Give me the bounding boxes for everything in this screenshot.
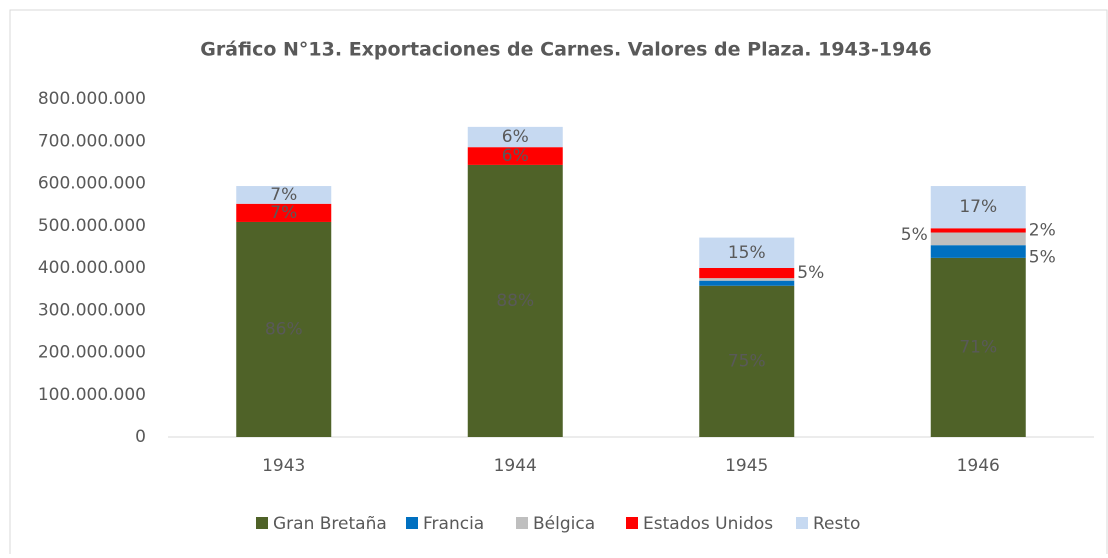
bar-segment [699, 280, 795, 286]
bar-segment [930, 186, 1026, 229]
bar-segment [236, 221, 332, 437]
legend-label: Resto [813, 514, 860, 534]
chart-title: Gráfico N°13. Exportaciones de Carnes. V… [200, 39, 932, 61]
data-label: 5% [797, 263, 824, 283]
bar-segment [930, 232, 1026, 246]
y-tick-label: 500.000.000 [38, 216, 146, 236]
bar-segment [930, 257, 1026, 437]
bar-segment [930, 245, 1026, 258]
legend-swatch [406, 517, 418, 529]
bar-segment [236, 186, 332, 204]
y-tick-label: 300.000.000 [38, 300, 146, 320]
data-label: 6% [502, 127, 529, 147]
data-label: 2% [1029, 220, 1056, 240]
data-label: 5% [901, 225, 928, 245]
legend-label: Bélgica [533, 514, 595, 534]
legend-label: Gran Bretaña [273, 514, 387, 534]
bar-segment [467, 164, 563, 437]
legend-swatch [516, 517, 528, 529]
y-tick-label: 400.000.000 [38, 258, 146, 278]
bar-segment [699, 278, 795, 281]
data-label: 75% [728, 351, 766, 371]
y-tick-label: 0 [135, 427, 146, 447]
bar-segment [467, 126, 563, 148]
data-label: 5% [1029, 248, 1056, 268]
data-label: 86% [265, 319, 303, 339]
x-tick-label: 1946 [957, 456, 1000, 476]
legend-swatch [796, 517, 808, 529]
data-label: 7% [270, 185, 297, 205]
bar-segment [930, 228, 1026, 233]
x-tick-label: 1944 [494, 456, 537, 476]
legend-swatch [626, 517, 638, 529]
bar-segment [699, 237, 795, 268]
data-label: 71% [959, 337, 997, 357]
y-tick-label: 800.000.000 [38, 89, 146, 109]
x-tick-label: 1943 [262, 456, 305, 476]
x-tick-label: 1945 [725, 456, 768, 476]
bar-segment [699, 285, 795, 437]
legend-label: Estados Unidos [643, 514, 773, 534]
data-label: 7% [270, 203, 297, 223]
bar-segment [236, 203, 332, 222]
data-label: 88% [496, 291, 534, 311]
data-label: 17% [959, 197, 997, 217]
legend-swatch [256, 517, 268, 529]
legend-label: Francia [423, 514, 484, 534]
bar-segment [467, 147, 563, 165]
bar-segment [699, 268, 795, 279]
y-tick-label: 600.000.000 [38, 174, 146, 194]
data-label: 6% [502, 146, 529, 166]
y-tick-label: 200.000.000 [38, 343, 146, 363]
y-tick-label: 100.000.000 [38, 385, 146, 405]
data-label: 15% [728, 243, 766, 263]
y-tick-label: 700.000.000 [38, 131, 146, 151]
